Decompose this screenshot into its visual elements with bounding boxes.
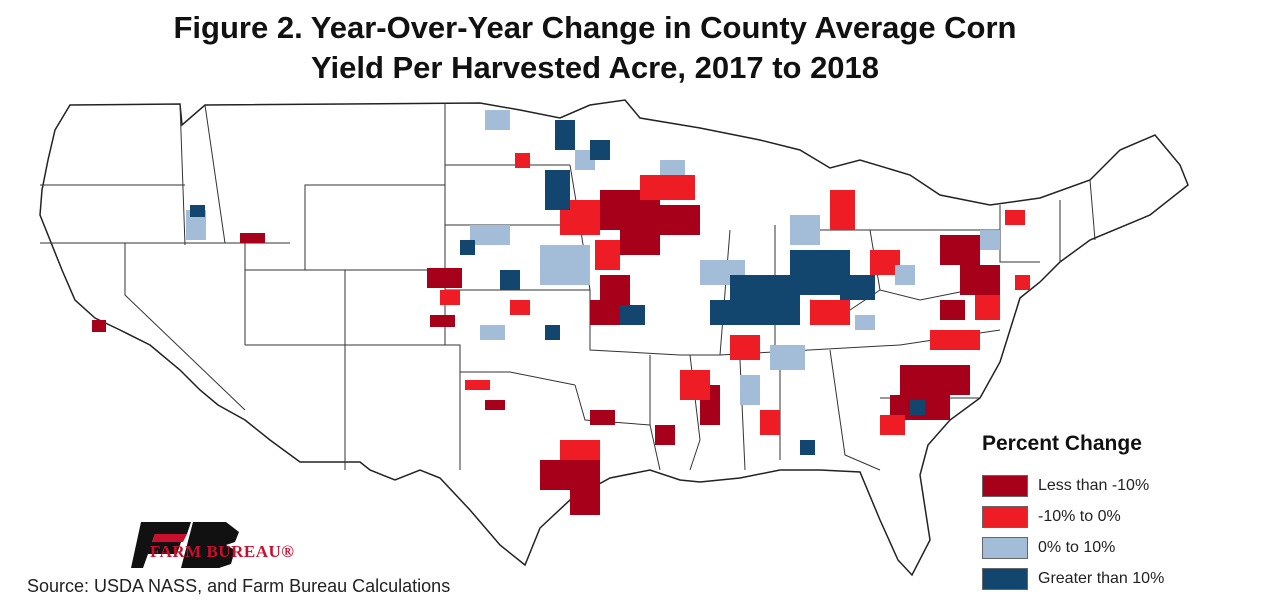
legend-item-minus-10-to-0: -10% to 0% (982, 501, 1212, 532)
legend-swatch (982, 505, 1028, 528)
legend-label: 0% to 10% (1038, 538, 1116, 556)
legend-item-less-than-minus-10: Less than -10% (982, 470, 1212, 501)
legend-label: Less than -10% (1038, 476, 1150, 494)
title-line-1: Figure 2. Year-Over-Year Change in Count… (173, 10, 1017, 45)
legend-label: -10% to 0% (1038, 507, 1121, 525)
title-line-2: Yield Per Harvested Acre, 2017 to 2018 (310, 50, 880, 85)
figure-title: Figure 2. Year-Over-Year Change in Count… (0, 8, 1190, 88)
farm-bureau-logo-mark (131, 522, 239, 568)
us-outline (39, 99, 1189, 577)
legend-swatch (982, 567, 1028, 590)
us-county-map (39, 99, 1189, 577)
legend-item-greater-than-10: Greater than 10% (982, 563, 1212, 594)
legend-swatch (982, 536, 1028, 559)
source-note: Source: USDA NASS, and Farm Bureau Calcu… (27, 576, 451, 596)
legend-item-0-to-10: 0% to 10% (982, 532, 1212, 563)
legend: Percent Change Less than -10% -10% to 0%… (982, 432, 1212, 594)
legend-title: Percent Change (982, 432, 1142, 455)
legend-swatch (982, 474, 1028, 497)
farm-bureau-wordmark: FARM BUREAU® (150, 542, 295, 561)
county-clusters (92, 110, 1030, 515)
legend-label: Greater than 10% (1038, 569, 1165, 587)
